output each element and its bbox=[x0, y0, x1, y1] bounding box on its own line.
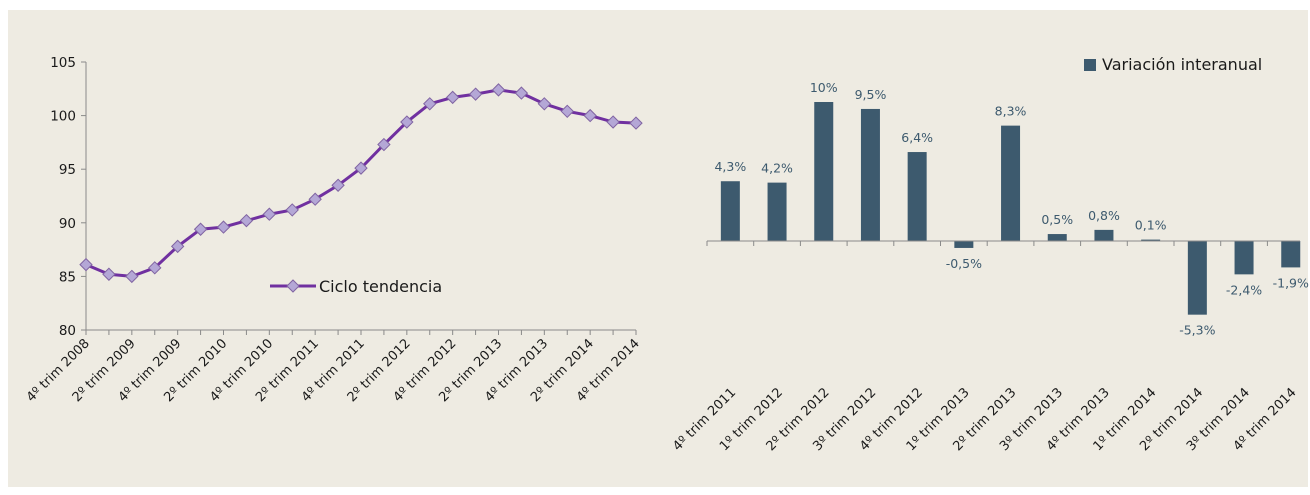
y-tick-label: 105 bbox=[50, 55, 76, 71]
y-tick-label: 80 bbox=[59, 323, 76, 339]
bar bbox=[814, 102, 834, 241]
y-tick-label: 90 bbox=[59, 216, 76, 232]
y-tick-label: 95 bbox=[59, 162, 76, 178]
bar bbox=[860, 108, 880, 241]
data-point bbox=[216, 220, 231, 234]
data-point bbox=[377, 137, 391, 152]
bar bbox=[1141, 239, 1161, 241]
data-point bbox=[537, 97, 552, 111]
data-label: -0,5% bbox=[946, 256, 982, 271]
bar bbox=[1234, 241, 1254, 275]
data-point bbox=[193, 222, 208, 236]
bar bbox=[1281, 241, 1301, 268]
bar bbox=[954, 241, 974, 248]
data-point bbox=[79, 257, 93, 272]
data-point bbox=[468, 87, 483, 101]
bar bbox=[1001, 125, 1021, 241]
data-label: 0,1% bbox=[1135, 218, 1167, 233]
data-label: -5,3% bbox=[1179, 323, 1215, 338]
bar bbox=[1094, 229, 1114, 241]
chart-panel bbox=[8, 10, 1308, 487]
data-label: 0,8% bbox=[1088, 208, 1120, 223]
data-point bbox=[423, 97, 437, 111]
data-point bbox=[629, 116, 643, 130]
data-point bbox=[491, 83, 506, 97]
data-label: 0,5% bbox=[1041, 212, 1073, 227]
data-point bbox=[583, 108, 597, 123]
data-point bbox=[170, 239, 185, 254]
bar bbox=[720, 181, 740, 241]
legend-swatch bbox=[1084, 59, 1096, 71]
data-point bbox=[560, 104, 574, 119]
legend-label: Ciclo tendencia bbox=[319, 277, 442, 296]
data-point bbox=[285, 203, 299, 217]
data-label: 4,3% bbox=[714, 159, 746, 174]
bar bbox=[907, 152, 927, 241]
bar bbox=[1047, 234, 1067, 241]
data-point bbox=[400, 115, 414, 129]
y-tick-label: 100 bbox=[50, 109, 76, 125]
data-label: -1,9% bbox=[1273, 275, 1309, 290]
data-label: -2,4% bbox=[1226, 282, 1262, 297]
data-label: 6,4% bbox=[901, 130, 933, 145]
bar bbox=[1187, 241, 1207, 315]
data-point bbox=[148, 261, 162, 275]
data-point bbox=[331, 178, 345, 192]
data-label: 10% bbox=[810, 80, 838, 95]
data-point bbox=[262, 207, 277, 221]
data-point bbox=[445, 90, 460, 105]
data-label: 4,2% bbox=[761, 161, 793, 176]
legend-marker-swatch bbox=[286, 279, 300, 293]
bar bbox=[767, 182, 787, 241]
data-label: 9,5% bbox=[855, 87, 887, 102]
data-point bbox=[514, 86, 529, 100]
legend-label: Variación interanual bbox=[1102, 55, 1262, 74]
y-tick-label: 85 bbox=[59, 269, 76, 285]
data-point bbox=[239, 213, 254, 228]
data-point bbox=[606, 115, 620, 129]
data-point bbox=[308, 192, 322, 206]
data-point bbox=[125, 269, 139, 284]
data-point bbox=[102, 267, 116, 281]
data-point bbox=[354, 161, 368, 175]
data-label: 8,3% bbox=[995, 104, 1027, 119]
